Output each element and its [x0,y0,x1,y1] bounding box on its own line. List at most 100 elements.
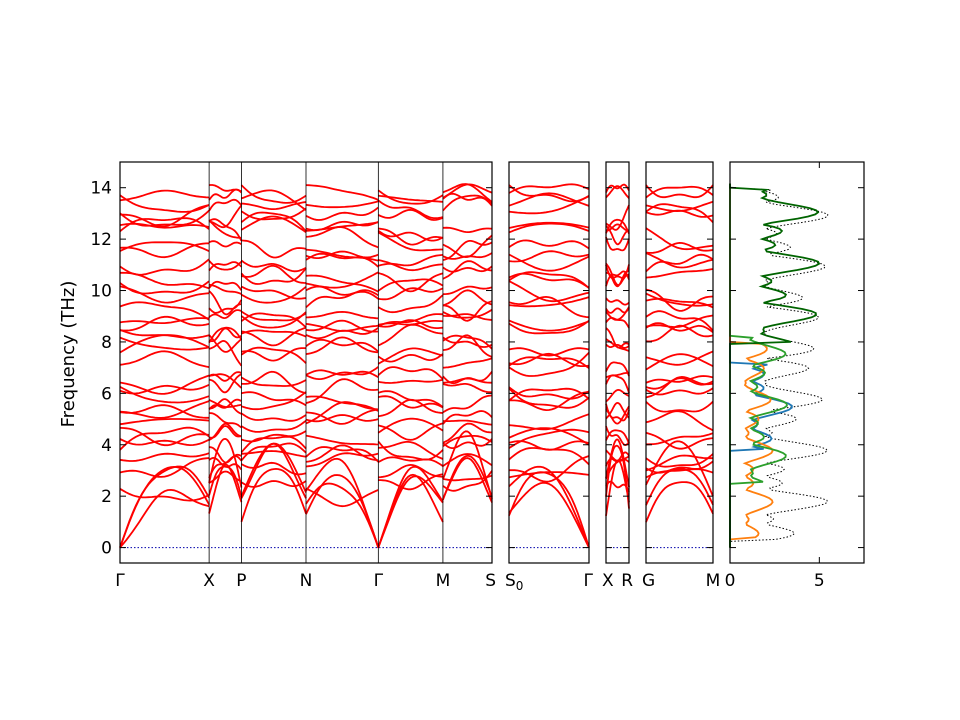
phonon-band [240,376,307,387]
phonon-band [305,408,379,425]
phonon-band [508,319,590,332]
phonon-band [209,184,242,193]
phonon-band [377,440,444,461]
phonon-band [645,253,714,273]
phonon-band [508,184,590,203]
phonon-band [645,185,714,199]
phonon-band [508,320,590,335]
phonon-band [377,366,444,380]
phonon-band [208,283,242,295]
phonon-band [119,241,210,253]
phonon-band [119,400,210,419]
phonon-band [605,403,630,422]
phonon-band [442,334,493,350]
phonon-band [645,268,714,279]
phonon-band [119,465,210,548]
phonon-band [442,226,493,233]
phonon-band [442,240,493,261]
phonon-band [208,463,243,514]
phonon-band [508,471,590,548]
phonon-band [442,285,493,295]
phonon-band [208,437,243,488]
phonon-band [378,254,443,267]
phonon-band [208,339,243,367]
phonon-band [305,414,379,423]
phonon-band [442,192,493,207]
phonon-band [241,239,307,259]
phonon-band [208,334,243,353]
phonon-band [305,434,379,446]
panel-frame [508,161,590,564]
phonon-band [508,413,590,431]
phonon-band [305,271,379,289]
y-tick-label: 8 [101,333,112,353]
phonon-band [119,427,210,447]
phonon-band [305,323,379,332]
phonon-band [645,203,714,224]
kpoint-label: M [706,571,721,591]
phonon-band [119,426,210,451]
phonon-band [508,471,590,479]
phonon-band [645,460,714,474]
dos-x-tick-label: 5 [814,571,825,591]
phonon-band [119,315,210,332]
phonon-band [508,239,590,250]
phonon-band [208,327,242,342]
kpoint-label: Γ [115,571,125,591]
phonon-band [508,295,590,319]
phonon-band [645,292,714,307]
phonon-band [508,221,590,229]
phonon-band [442,435,493,448]
phonon-band [378,473,444,491]
y-tick-label: 14 [90,179,112,199]
phonon-band [240,311,307,329]
phonon-band [645,377,714,390]
phonon-band [241,265,307,284]
phonon-band [119,386,210,404]
phonon-band [378,227,444,246]
phonon-band [377,347,444,365]
phonon-band [240,184,307,204]
phonon-band [377,230,444,242]
phonon-band [378,287,444,301]
phonon-band [305,457,380,548]
phonon-band [605,361,630,377]
kpoint-label: Γ [584,571,594,591]
dos-x-tick-label: 0 [725,571,736,591]
phonon-band [645,288,714,312]
phonon-band [605,374,630,394]
kpoint-label: X [203,571,215,591]
phonon-band [305,184,379,201]
phonon-band [240,346,307,364]
phonon-band [305,319,379,333]
phonon-band [305,274,379,293]
phonon-band [442,422,492,444]
phonon-band [119,404,210,419]
phonon-band [208,261,243,272]
phonon-band [305,446,379,463]
phonon-band [645,252,714,269]
phonon-band [605,183,630,193]
phonon-band [442,260,493,280]
phonon-band [508,296,590,308]
phonon-band [377,189,444,205]
phonon-band [240,259,307,273]
phonon-band [508,386,590,400]
phonon-band [378,395,444,409]
phonon-band [442,383,493,394]
phonon-band [645,200,714,213]
phonon-band [442,438,493,449]
phonon-band [509,390,590,412]
phonon-band [241,285,307,300]
phonon-band [645,324,714,343]
phonon-band [442,419,493,426]
phonon-band [605,444,630,509]
phonon-band [508,272,590,289]
phonon-band [305,474,380,548]
phonon-band [442,300,493,322]
phonon-band [645,322,714,334]
phonon-band [305,221,379,232]
phonon-band [241,391,307,407]
phonon-band [508,387,590,409]
phonon-band [645,353,714,371]
